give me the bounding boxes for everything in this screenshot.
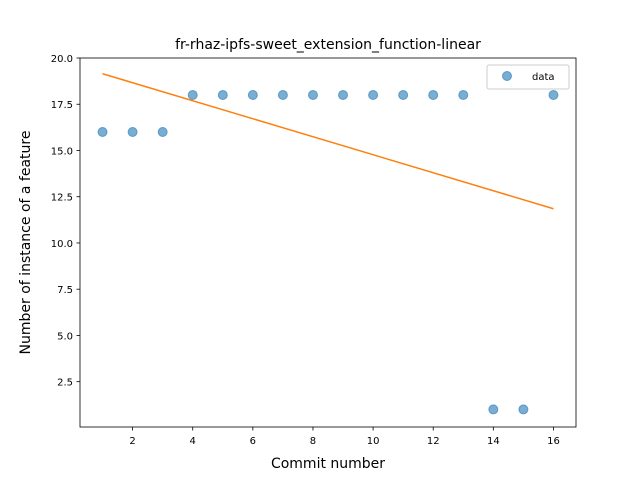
data-point xyxy=(548,89,559,100)
y-tick-label: 10.0 xyxy=(51,239,73,250)
trend-line xyxy=(102,73,554,210)
legend: data xyxy=(486,64,570,90)
x-tick-label: 2 xyxy=(129,436,135,447)
y-axis: 2.5 5.0 7.5 10.0 12.5 15.0 17.5 20.0 xyxy=(51,54,80,389)
legend-marker xyxy=(502,71,512,81)
data-point xyxy=(518,404,529,415)
y-axis-label: Number of instance of a feature xyxy=(18,131,34,355)
data-point xyxy=(97,126,108,137)
y-tick-label: 20.0 xyxy=(51,54,73,65)
legend-label: data xyxy=(532,72,555,83)
x-tick-label: 16 xyxy=(547,436,560,447)
data-point xyxy=(217,89,228,100)
x-tick-label: 10 xyxy=(367,436,380,447)
data-point xyxy=(277,89,288,100)
y-tick-label: 5.0 xyxy=(57,331,73,342)
data-point xyxy=(458,89,469,100)
x-axis-label: Commit number xyxy=(271,456,385,472)
x-tick-label: 6 xyxy=(250,436,256,447)
x-tick-label: 8 xyxy=(310,436,316,447)
x-tick-label: 4 xyxy=(190,436,196,447)
legend-box xyxy=(486,64,570,90)
y-tick-label: 7.5 xyxy=(57,285,73,296)
data-point xyxy=(307,89,318,100)
data-point xyxy=(127,126,138,137)
data-point xyxy=(187,89,198,100)
chart-title: fr-rhaz-ipfs-sweet_extension_function-li… xyxy=(175,37,481,53)
x-tick-label: 12 xyxy=(427,436,440,447)
data-point xyxy=(488,404,499,415)
x-tick-label: 14 xyxy=(487,436,500,447)
y-tick-label: 12.5 xyxy=(51,193,73,204)
y-tick-label: 2.5 xyxy=(57,378,73,389)
y-tick-label: 17.5 xyxy=(51,100,73,111)
data-point xyxy=(157,126,168,137)
plot-area xyxy=(79,57,577,428)
x-axis: 2 4 6 8 10 12 14 16 xyxy=(129,427,560,447)
data-point xyxy=(338,89,349,100)
data-point xyxy=(428,89,439,100)
data-point xyxy=(398,89,409,100)
data-marks xyxy=(97,73,559,415)
data-point xyxy=(368,89,379,100)
data-point xyxy=(247,89,258,100)
y-tick-label: 15.0 xyxy=(51,146,73,157)
